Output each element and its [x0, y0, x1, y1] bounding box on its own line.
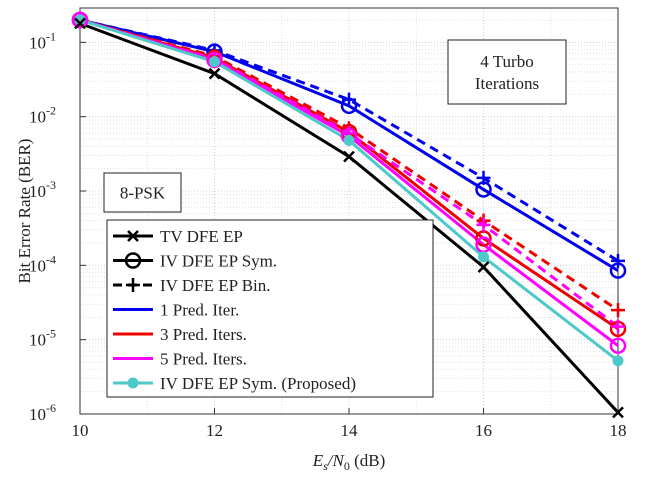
legend-label: 1 Pred. Iter. — [160, 301, 239, 320]
annotation-text: 8-PSK — [120, 184, 166, 203]
x-label-part: 0 — [344, 459, 350, 473]
y-tick-exponent: -1 — [46, 29, 56, 43]
marker — [478, 251, 489, 263]
marker — [609, 262, 627, 279]
marker — [208, 67, 221, 80]
x-tick-label: 18 — [610, 421, 627, 440]
x-label-part: s — [323, 459, 328, 473]
marker — [609, 337, 627, 354]
y-tick-label: 10-5 — [29, 327, 56, 350]
y-tick-base: 10 — [29, 331, 46, 350]
y-tick-label: 10-2 — [29, 104, 56, 127]
y-tick-exponent: -4 — [46, 252, 56, 266]
legend-box — [106, 219, 434, 398]
x-label-part: (dB) — [350, 451, 385, 470]
annotation-text: Iterations — [475, 74, 539, 93]
legend-label: 3 Pred. Iters. — [160, 325, 247, 344]
x-tick-label: 10 — [72, 421, 89, 440]
marker — [209, 56, 220, 68]
marker — [340, 97, 358, 115]
x-tick-label: 14 — [341, 421, 359, 440]
marker — [611, 303, 625, 318]
legend-label: IV DFE EP Bin. — [160, 276, 271, 295]
y-tick-label: 10-4 — [29, 252, 56, 275]
y-tick-label: 10-1 — [29, 29, 56, 52]
marker — [124, 252, 142, 269]
plot-frame — [79, 7, 619, 415]
y-tick-base: 10 — [29, 33, 46, 52]
y-tick-base: 10 — [29, 256, 46, 275]
x-label-part: E — [312, 451, 324, 470]
x-axis-label: Es/N0 (dB) — [312, 451, 386, 473]
y-tick-label: 10-6 — [29, 401, 56, 424]
marker — [71, 11, 89, 29]
marker — [127, 377, 139, 389]
marker — [343, 150, 355, 163]
marker — [74, 17, 86, 30]
annotation-text: 4 Turbo — [480, 52, 533, 71]
marker — [343, 134, 355, 146]
marker — [127, 230, 139, 242]
y-tick-base: 10 — [29, 182, 46, 201]
legend-label: IV DFE EP Sym. — [160, 252, 277, 271]
marker — [126, 278, 140, 292]
x-tick-label: 16 — [475, 421, 492, 440]
legend-label: IV DFE EP Sym. (Proposed) — [160, 374, 356, 393]
y-tick-exponent: -6 — [46, 401, 56, 415]
marker — [612, 406, 624, 419]
marker — [612, 355, 624, 367]
marker — [475, 181, 492, 198]
y-tick-exponent: -3 — [46, 178, 56, 192]
marker — [611, 319, 625, 334]
legend-label: 5 Pred. Iters. — [160, 350, 247, 369]
legend-label: TV DFE EP — [160, 227, 243, 246]
x-label-part: /N — [327, 451, 346, 470]
y-tick-exponent: -2 — [46, 104, 56, 118]
marker — [611, 253, 625, 268]
y-tick-label: 10-3 — [29, 178, 56, 201]
y-tick-base: 10 — [29, 405, 46, 424]
marker — [477, 261, 490, 273]
y-axis-label: Bit Error Rate (BER) — [15, 139, 34, 284]
annotation-box — [447, 39, 567, 105]
marker — [476, 217, 491, 232]
annotation-box — [103, 172, 182, 213]
y-tick-base: 10 — [29, 108, 46, 127]
x-tick-label: 12 — [206, 421, 223, 440]
y-tick-exponent: -5 — [46, 327, 56, 341]
